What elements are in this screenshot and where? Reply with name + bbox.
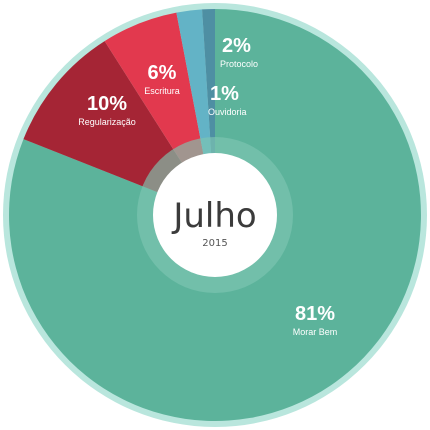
percent-label-escritura: 6%: [148, 62, 177, 84]
category-label-morar-bem: Morar Bem: [293, 327, 338, 337]
category-label-regularizacao: Regularização: [78, 117, 136, 127]
labels-group: 81% Morar Bem 10% Regularização 6% Escritura 2…: [78, 35, 337, 337]
center-disc: [153, 153, 277, 277]
percent-label-ouvidoria: 1%: [210, 83, 239, 105]
slice-morar-bem[interactable]: [8, 9, 421, 421]
category-label-ouvidoria: Ouvidoria: [208, 107, 247, 117]
category-label-escritura: Escritura: [144, 86, 180, 96]
category-label-protocolo: Protocolo: [220, 59, 258, 69]
percent-label-protocolo: 2%: [222, 35, 251, 57]
percent-label-regularizacao: 10%: [87, 93, 127, 115]
percent-label-morar-bem: 81%: [295, 303, 335, 325]
center-title: Julho: [171, 196, 256, 236]
center-subtitle: 2015: [202, 238, 227, 249]
